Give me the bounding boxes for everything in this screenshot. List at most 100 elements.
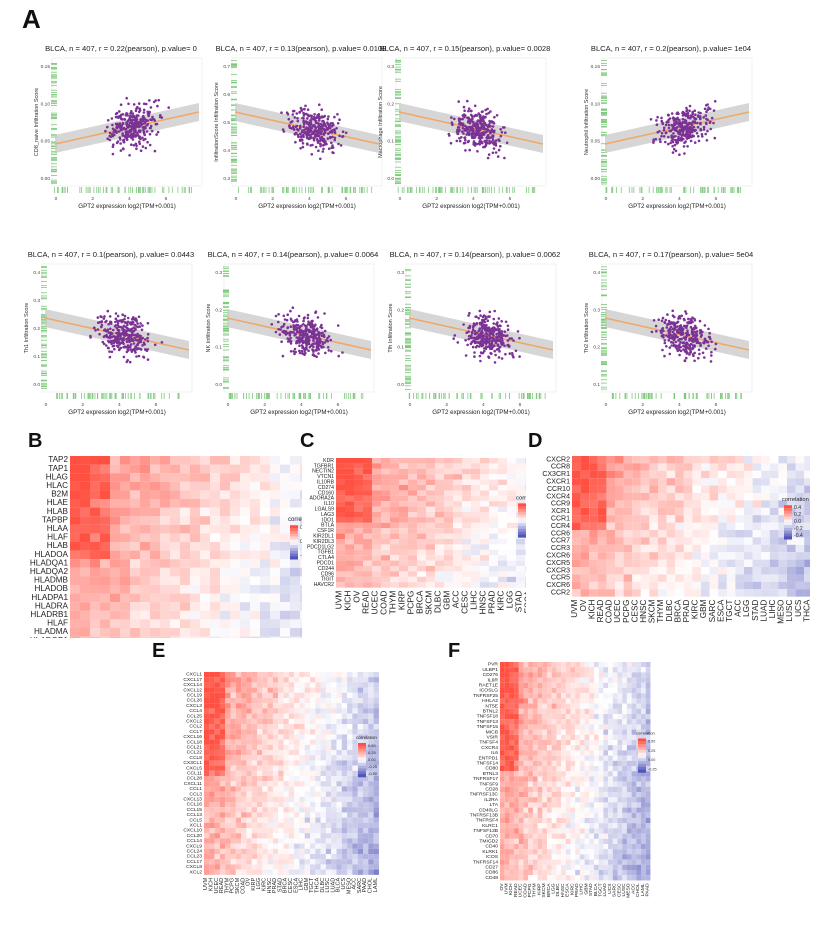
heatmap-cell [200, 456, 210, 465]
heatmap-cell [435, 528, 444, 533]
heatmap-cell [90, 473, 100, 482]
scatter-point [139, 335, 142, 338]
heatmap-cell [190, 482, 200, 491]
scatter-point [685, 127, 688, 130]
y-tick-label: 0.0 [387, 176, 394, 182]
scatter-point [707, 328, 710, 331]
heatmap-cell [200, 568, 210, 577]
heatmap-cell [160, 465, 170, 474]
scatter-point [130, 336, 133, 339]
heatmap-cell [471, 490, 480, 495]
scatter-point [147, 340, 150, 343]
scatter-point [495, 333, 498, 336]
heatmap-cell [498, 496, 507, 501]
heatmap-cell [230, 551, 240, 560]
scatter-point [309, 322, 312, 325]
scatter-point [290, 342, 293, 345]
heatmap-cell [160, 551, 170, 560]
y-tick-label: 0.2 [215, 307, 222, 313]
heatmap-cell [160, 619, 170, 628]
scatter-point [451, 121, 454, 124]
heatmap-cell [90, 465, 100, 474]
scatter-point [109, 315, 112, 318]
heatmap-canvas: KDRTGFBR1NECTIN2VTCN1IL10RBCD274CD160ADO… [296, 452, 526, 638]
heatmap-cell [408, 480, 417, 485]
heatmap-cell [336, 480, 345, 485]
scatter-point [117, 322, 120, 325]
heatmap-cell [110, 482, 120, 491]
scatter-point [467, 314, 470, 317]
heatmap-cell [90, 508, 100, 517]
heatmap-cell [230, 516, 240, 525]
scatter-point [474, 105, 477, 108]
heatmap-cell [150, 542, 160, 551]
heatmap-cell [507, 463, 516, 468]
scatter-point [689, 131, 692, 134]
scatter-point [135, 320, 138, 323]
scatter-point [493, 338, 496, 341]
scatter-point [686, 109, 689, 112]
heatmap-cell [190, 473, 200, 482]
scatter-point [690, 351, 693, 354]
scatter-point [511, 354, 514, 357]
heatmap-cell [120, 542, 130, 551]
heatmap-cell [210, 473, 220, 482]
heatmap-cell [336, 539, 345, 544]
x-tick-label: 2 [641, 196, 644, 202]
scatter-point [480, 340, 483, 343]
heatmap-cell [426, 528, 435, 533]
heatmap-cell [336, 550, 345, 555]
scatter-point [665, 132, 668, 135]
heatmap-cell [453, 544, 462, 549]
scatter-point [295, 126, 298, 129]
scatter-point [704, 108, 707, 111]
scatter-point [283, 330, 286, 333]
scatter-point [484, 342, 487, 345]
heatmap-cell [170, 542, 180, 551]
heatmap-cell [417, 496, 426, 501]
scatter-point [123, 141, 126, 144]
scatter-point [474, 342, 477, 345]
scatter-point [141, 324, 144, 327]
heatmap-cell [220, 619, 230, 628]
scatter-point [698, 353, 701, 356]
heatmap-cell [381, 512, 390, 517]
heatmap-cell [426, 512, 435, 517]
scatter-point [311, 153, 314, 156]
heatmap-cell [471, 534, 480, 539]
x-axis-label: GPT2 expression log2(TPM+0.001) [68, 409, 166, 416]
heatmap-cell [110, 456, 120, 465]
heatmap-cell [408, 512, 417, 517]
scatter-point [481, 111, 484, 114]
heatmap-cell [110, 551, 120, 560]
heatmap-cell [80, 637, 90, 638]
scatter-point [315, 349, 318, 352]
heatmap-cell [516, 480, 525, 485]
x-tick-label: 2 [81, 402, 84, 408]
y-tick-label: 0.1 [387, 139, 394, 145]
heatmap-cell [399, 523, 408, 528]
scatter-point [714, 100, 717, 103]
scatter-point [289, 337, 292, 340]
scatter-point [115, 332, 118, 335]
scatter-point [678, 119, 681, 122]
y-tick-label: 0.10 [41, 101, 51, 107]
scatter-point [468, 133, 471, 136]
heatmap-cell [220, 576, 230, 585]
scatter-point [703, 342, 706, 345]
heatmap-cell [516, 458, 525, 463]
scatter-point [668, 130, 671, 133]
heatmap-cell [444, 501, 453, 506]
heatmap-cell [170, 576, 180, 585]
heatmap-cell [120, 499, 130, 508]
x-tick-label: 2 [641, 402, 644, 408]
heatmap-cell [270, 611, 280, 620]
scatter-point [475, 123, 478, 126]
heatmap-cell [190, 628, 200, 637]
scatter-point [702, 116, 705, 119]
heatmap-cell [390, 507, 399, 512]
scatter-point [135, 355, 138, 358]
scatter-point [669, 346, 672, 349]
scatter-point [149, 144, 152, 147]
scatter-point [331, 122, 334, 125]
